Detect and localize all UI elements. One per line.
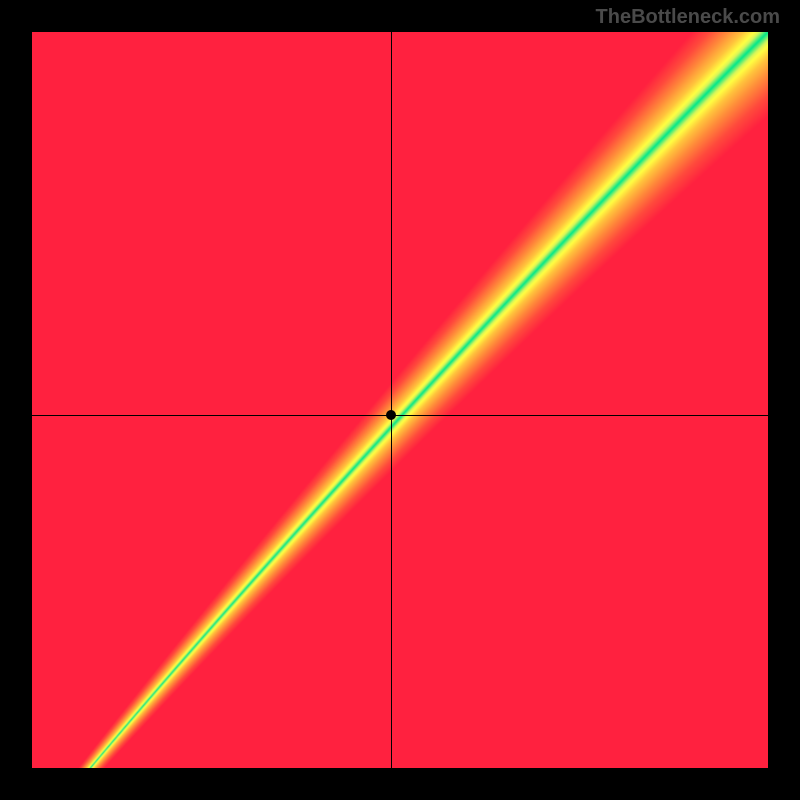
crosshair-horizontal [32, 415, 768, 416]
heatmap-plot [32, 32, 768, 768]
heatmap-canvas [32, 32, 768, 768]
watermark-text: TheBottleneck.com [596, 6, 780, 29]
crosshair-vertical [391, 32, 392, 768]
marker-dot [386, 410, 396, 420]
